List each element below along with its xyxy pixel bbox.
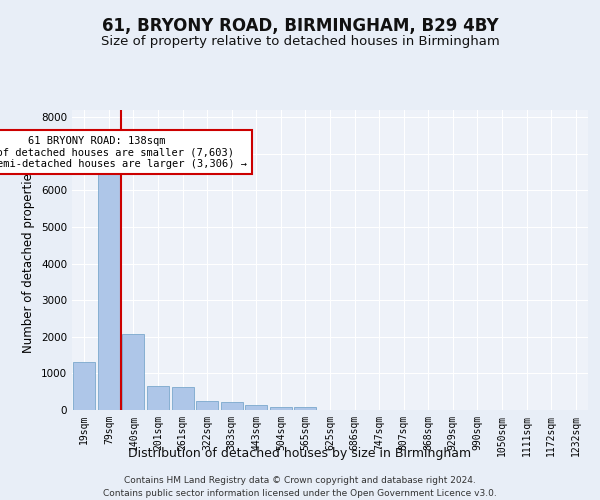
Bar bbox=[196, 401, 218, 410]
Text: Size of property relative to detached houses in Birmingham: Size of property relative to detached ho… bbox=[101, 35, 499, 48]
Bar bbox=[270, 406, 292, 410]
Text: Distribution of detached houses by size in Birmingham: Distribution of detached houses by size … bbox=[128, 448, 472, 460]
Bar bbox=[73, 362, 95, 410]
Bar bbox=[221, 402, 243, 410]
Y-axis label: Number of detached properties: Number of detached properties bbox=[22, 167, 35, 353]
Bar bbox=[172, 388, 194, 410]
Bar bbox=[122, 334, 145, 410]
Text: Contains public sector information licensed under the Open Government Licence v3: Contains public sector information licen… bbox=[103, 489, 497, 498]
Text: 61, BRYONY ROAD, BIRMINGHAM, B29 4BY: 61, BRYONY ROAD, BIRMINGHAM, B29 4BY bbox=[101, 18, 499, 36]
Bar bbox=[245, 405, 268, 410]
Text: 61 BRYONY ROAD: 138sqm
← 69% of detached houses are smaller (7,603)
30% of semi-: 61 BRYONY ROAD: 138sqm ← 69% of detached… bbox=[0, 136, 247, 169]
Text: Contains HM Land Registry data © Crown copyright and database right 2024.: Contains HM Land Registry data © Crown c… bbox=[124, 476, 476, 485]
Bar bbox=[98, 170, 120, 410]
Bar bbox=[295, 408, 316, 410]
Bar bbox=[147, 386, 169, 410]
